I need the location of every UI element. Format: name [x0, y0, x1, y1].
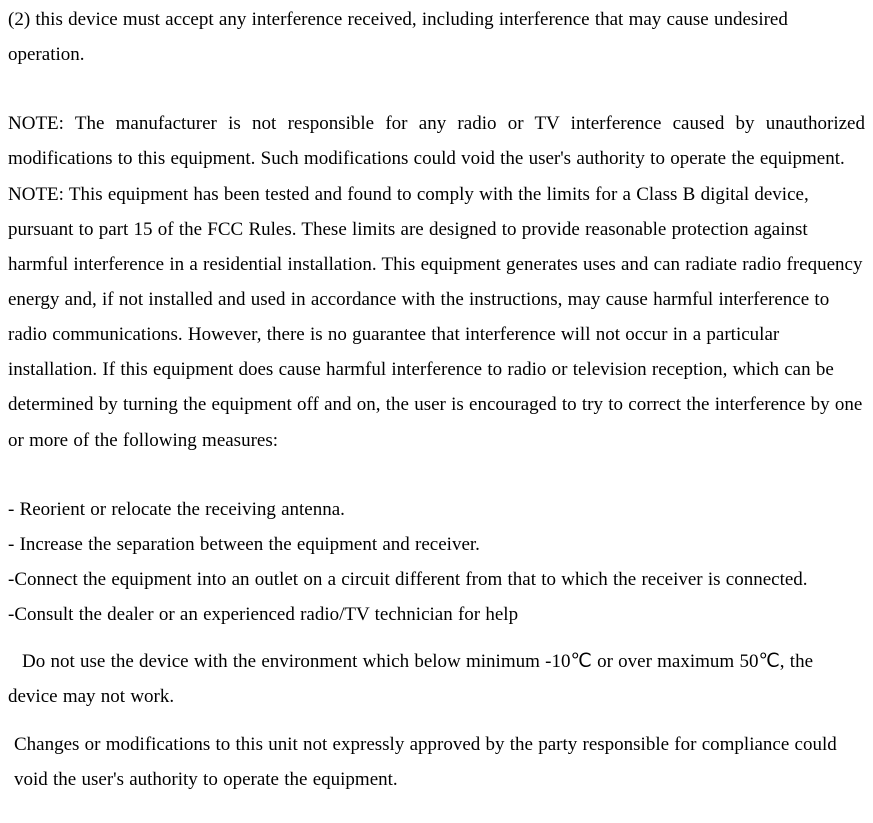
measure-reorient: - Reorient or relocate the receiving ant… — [8, 492, 865, 527]
fcc-condition-2: (2) this device must accept any interfer… — [8, 2, 865, 72]
measure-outlet: -Connect the equipment into an outlet on… — [8, 562, 865, 597]
measure-consult: -Consult the dealer or an experienced ra… — [8, 597, 865, 632]
note-class-b: NOTE: This equipment has been tested and… — [8, 177, 865, 458]
compliance-warning: Changes or modifications to this unit no… — [8, 727, 865, 797]
paragraph-spacer-small — [8, 715, 865, 727]
paragraph-spacer-small — [8, 632, 865, 644]
measure-separation: - Increase the separation between the eq… — [8, 527, 865, 562]
temperature-warning: Do not use the device with the environme… — [8, 644, 865, 714]
paragraph-spacer — [8, 72, 865, 106]
note-manufacturer: NOTE: The manufacturer is not responsibl… — [8, 106, 865, 176]
paragraph-spacer — [8, 458, 865, 492]
